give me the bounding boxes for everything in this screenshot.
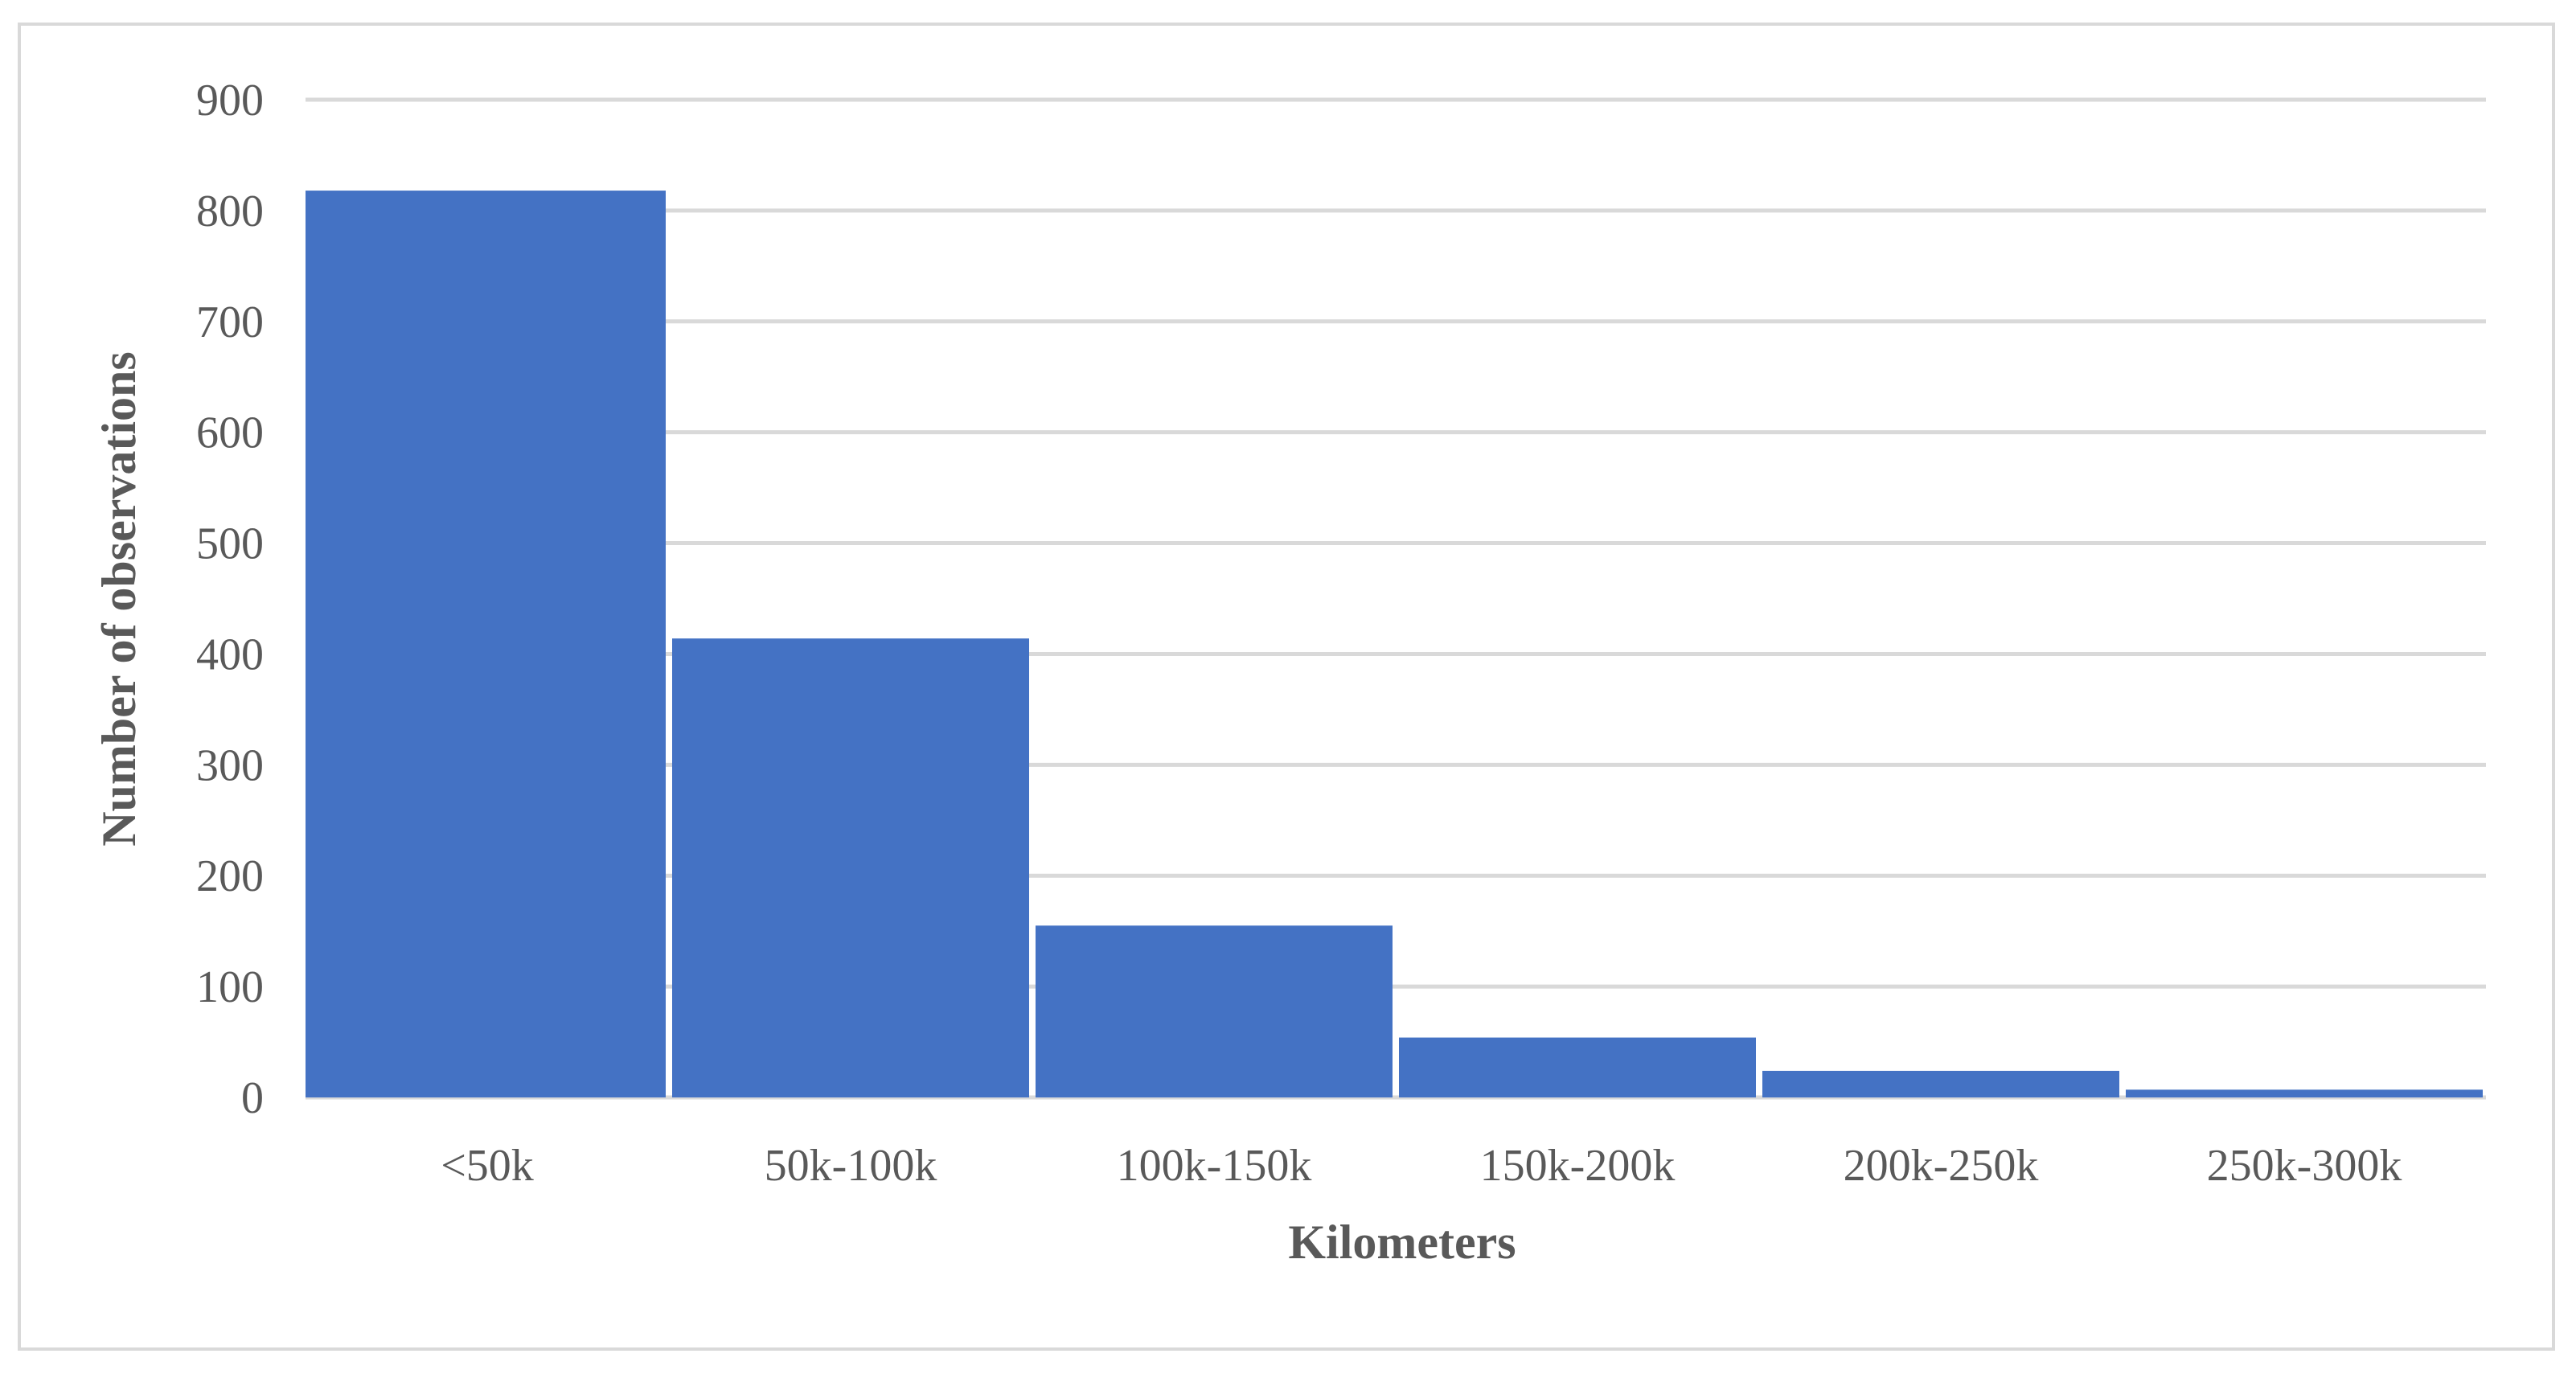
- y-tick-label: 200: [196, 851, 264, 901]
- bar-2: [1036, 925, 1393, 1097]
- y-tick-label: 600: [196, 408, 264, 458]
- x-tick-label: <50k: [441, 1141, 534, 1191]
- y-tick-label: 300: [196, 740, 264, 790]
- x-tick-labels: <50k 50k-100k 100k-150k 150k-200k 200k-250k 2…: [441, 1141, 2402, 1191]
- y-tick-labels: 0 100 200 300 400 500 600 700 800 900: [196, 76, 264, 1123]
- y-axis-title: Number of observations: [92, 351, 146, 847]
- bar-5: [2126, 1089, 2483, 1097]
- gridlines: [306, 97, 2486, 1100]
- y-tick-label: 100: [196, 962, 264, 1012]
- bar-0: [306, 191, 666, 1098]
- y-tick-label: 0: [241, 1073, 264, 1123]
- y-tick-label: 700: [196, 297, 264, 347]
- y-tick-label: 800: [196, 187, 264, 236]
- bar-4: [1762, 1070, 2119, 1097]
- x-tick-label: 150k-200k: [1480, 1141, 1676, 1191]
- y-tick-label: 400: [196, 630, 264, 679]
- y-tick-label: 500: [196, 519, 264, 569]
- bar-3: [1399, 1037, 1756, 1097]
- bar-1: [672, 638, 1029, 1097]
- x-tick-label: 50k-100k: [765, 1141, 937, 1191]
- x-tick-label: 100k-150k: [1117, 1141, 1312, 1191]
- y-tick-label: 900: [196, 76, 264, 125]
- bars: [306, 191, 2483, 1098]
- x-tick-label: 250k-300k: [2207, 1141, 2402, 1191]
- x-axis-title: Kilometers: [1288, 1216, 1516, 1269]
- x-tick-label: 200k-250k: [1844, 1141, 2039, 1191]
